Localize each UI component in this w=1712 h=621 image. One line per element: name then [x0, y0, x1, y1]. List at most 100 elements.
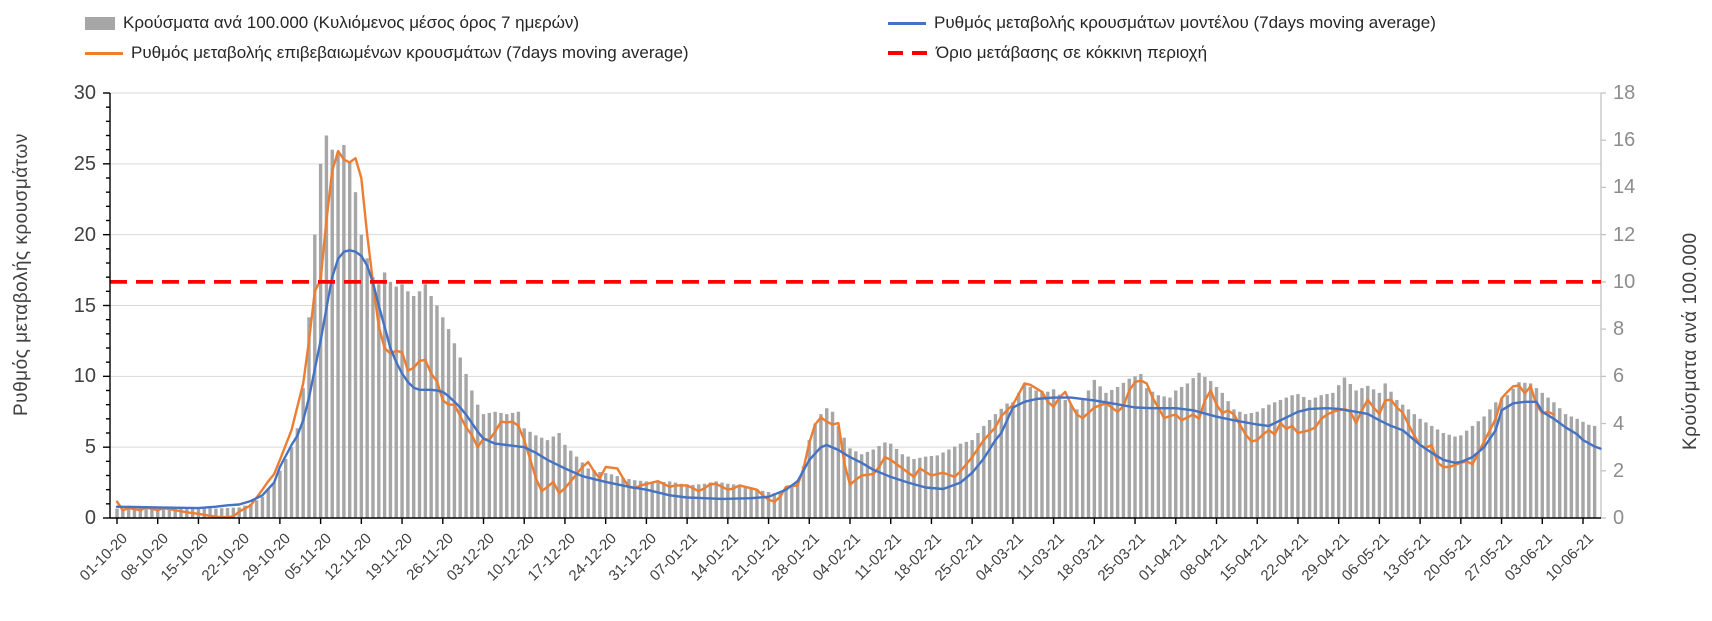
bar: [650, 481, 654, 518]
bar: [1051, 389, 1056, 518]
bar: [1104, 392, 1108, 518]
bar: [295, 428, 300, 518]
legend-item-confirmed-rate: Ρυθμός μεταβολής επιβεβαιωμένων κρουσμάτ…: [85, 42, 689, 64]
bar: [1092, 379, 1097, 518]
bar: [813, 423, 817, 518]
bar: [941, 452, 945, 518]
bar: [1360, 388, 1364, 518]
bar: [1267, 404, 1271, 518]
bar: [144, 507, 148, 518]
bar: [679, 483, 683, 518]
bar: [1441, 433, 1446, 518]
bar: [1296, 394, 1300, 518]
left-axis-tick-label: 5: [84, 436, 96, 459]
bar: [1017, 392, 1021, 518]
bar: [982, 425, 986, 518]
bar: [313, 234, 317, 518]
bar: [1494, 402, 1498, 518]
bar: [708, 482, 713, 518]
bar: [505, 414, 509, 518]
bar: [1342, 377, 1347, 518]
bar: [1517, 382, 1521, 518]
bar: [1412, 414, 1416, 518]
bar: [464, 373, 468, 518]
bar: [598, 471, 602, 518]
bar: [1040, 391, 1044, 518]
bar: [1424, 422, 1428, 518]
bar: [1406, 409, 1411, 518]
bar: [894, 448, 899, 518]
bar: [382, 272, 387, 518]
bar: [359, 234, 364, 518]
bar: [1453, 436, 1457, 518]
bar: [1121, 382, 1126, 518]
bar: [342, 144, 346, 518]
bar: [633, 480, 637, 518]
bar: [638, 480, 643, 518]
left-axis-tick-label: 15: [73, 294, 96, 317]
legend-item-threshold: Όριο μετάβασης σε κόκκινη περιοχή: [888, 42, 1207, 64]
bar: [1232, 409, 1236, 518]
bar: [819, 414, 823, 518]
bar: [1488, 409, 1492, 518]
bar: [446, 329, 451, 518]
bar: [1581, 421, 1585, 518]
bar: [132, 508, 137, 518]
bar: [406, 291, 410, 518]
bar: [889, 443, 893, 518]
bar: [307, 317, 311, 518]
left-axis-tick-label: 0: [84, 507, 96, 529]
bar: [743, 486, 747, 518]
bar: [615, 476, 620, 518]
bar: [1075, 409, 1079, 518]
bar: [1418, 418, 1422, 518]
bar: [1546, 397, 1550, 518]
bar: [1540, 392, 1544, 518]
bar: [1371, 389, 1376, 518]
bar: [1319, 395, 1323, 518]
bar: [1249, 412, 1254, 518]
bar: [400, 284, 404, 518]
bar: [656, 482, 660, 518]
bar: [388, 281, 393, 518]
right-axis-tick-label: 18: [1613, 82, 1636, 104]
bar: [1331, 392, 1335, 518]
bar: [976, 433, 980, 518]
bar: [243, 505, 247, 518]
bar: [644, 481, 649, 518]
bar-swatch-icon: [85, 16, 115, 30]
bar: [1069, 404, 1073, 518]
bar: [1179, 386, 1184, 518]
bar: [1528, 383, 1533, 518]
bar: [470, 390, 474, 518]
bar: [179, 507, 183, 518]
bar: [138, 507, 142, 518]
bar: [330, 149, 334, 518]
bar: [1028, 386, 1033, 518]
bar: [1569, 416, 1574, 518]
bar: [1115, 386, 1120, 518]
bar: [685, 484, 689, 518]
bar: [510, 412, 515, 518]
right-axis-tick-label: 14: [1613, 176, 1636, 199]
bar: [377, 284, 381, 518]
bar: [458, 357, 462, 518]
bar: [761, 490, 765, 518]
bar: [563, 444, 567, 518]
left-axis-tick-label: 30: [73, 82, 96, 104]
bar: [871, 449, 875, 518]
right-axis-tick-label: 10: [1613, 270, 1636, 293]
bar: [1563, 414, 1568, 518]
bar: [1005, 403, 1009, 518]
bar: [1290, 395, 1294, 518]
bar: [220, 508, 224, 518]
legend-label: Όριο μετάβασης σε κόκκινη περιοχή: [936, 43, 1208, 62]
right-axis-tick-label: 2: [1613, 459, 1625, 482]
bar: [569, 450, 573, 518]
legend-label: Ρυθμός μεταβολής κρουσμάτων μοντέλου (7d…: [934, 13, 1436, 32]
bar: [790, 484, 794, 518]
model-line: [115, 249, 1602, 510]
bar: [947, 449, 951, 518]
bar: [452, 343, 457, 518]
bar: [539, 437, 544, 518]
